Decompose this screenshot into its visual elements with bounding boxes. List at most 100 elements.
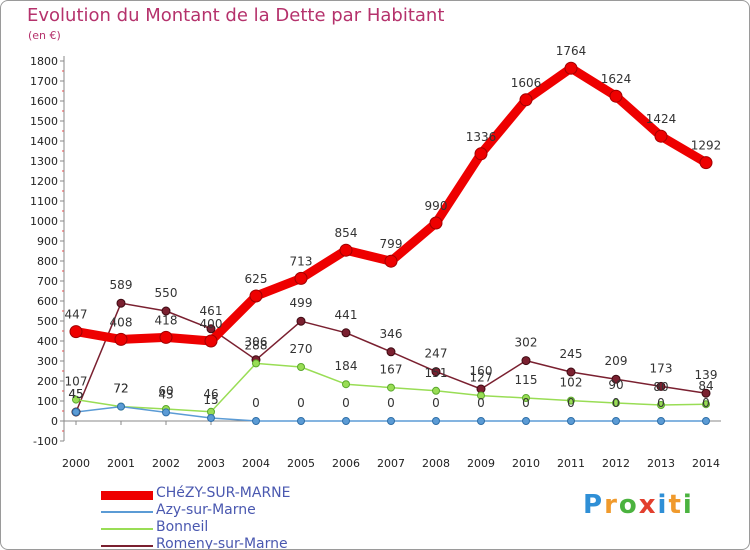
data-label: 151	[425, 366, 448, 380]
data-point	[522, 394, 530, 402]
data-point	[72, 395, 80, 404]
data-point	[114, 332, 128, 346]
data-label: 1292	[691, 139, 722, 153]
data-label: 288	[245, 338, 268, 352]
data-label: 1424	[646, 112, 677, 126]
logo-letter: r	[604, 490, 619, 520]
y-tick-label: -100	[33, 435, 58, 448]
data-point	[339, 243, 353, 257]
data-point	[69, 325, 83, 339]
data-label: 127	[470, 371, 493, 385]
data-point	[477, 417, 485, 425]
data-label: 589	[110, 278, 133, 292]
data-point	[296, 316, 306, 326]
proxiti-logo: Proxiti	[583, 490, 694, 520]
data-point	[342, 417, 350, 425]
data-point	[252, 417, 260, 425]
data-point	[252, 359, 260, 368]
data-label: 160	[470, 364, 493, 378]
data-point	[387, 417, 395, 425]
data-point	[699, 156, 713, 170]
data-point	[432, 386, 440, 395]
data-point	[702, 400, 710, 409]
data-point	[117, 402, 125, 411]
data-label: 461	[200, 304, 223, 318]
y-tick-label: 300	[37, 355, 58, 368]
y-tick-label: 0	[51, 415, 58, 428]
y-tick-label: 900	[37, 235, 58, 248]
y-tick-label: 1800	[30, 55, 58, 68]
data-label: 72	[113, 382, 128, 396]
data-label: 60	[158, 384, 173, 398]
data-label: 0	[252, 396, 260, 410]
data-point	[702, 417, 710, 425]
y-tick-label: 200	[37, 375, 58, 388]
chart-subtitle: (en €)	[28, 29, 61, 42]
data-label: 0	[342, 396, 350, 410]
data-label: 346	[380, 327, 403, 341]
data-label: 713	[290, 254, 313, 268]
legend-label: CHéZY-SUR-MARNE	[156, 485, 291, 501]
y-tick-label: 400	[37, 335, 58, 348]
data-label: 115	[515, 373, 538, 387]
data-label: 499	[290, 296, 313, 310]
data-label: 625	[245, 272, 268, 286]
data-point	[162, 408, 170, 417]
legend-swatch	[101, 545, 153, 547]
x-tick-label: 2000	[62, 457, 90, 470]
data-label: 400	[200, 317, 223, 331]
data-label: 247	[425, 347, 448, 361]
y-tick-label: 1400	[30, 135, 58, 148]
data-point	[657, 417, 665, 425]
data-point	[294, 271, 308, 285]
data-point	[567, 417, 575, 425]
data-label: 102	[560, 376, 583, 390]
legend-label: Romeny-sur-Marne	[156, 536, 288, 550]
logo-letter: o	[618, 490, 639, 520]
logo-letter: x	[638, 490, 658, 520]
data-point	[159, 330, 173, 344]
data-label: 854	[335, 226, 358, 240]
data-label: 173	[650, 361, 673, 375]
data-label: 1606	[511, 76, 542, 90]
y-tick-label: 700	[37, 275, 58, 288]
data-label: 107	[65, 375, 88, 389]
data-point	[564, 61, 578, 75]
data-label: 0	[567, 396, 575, 410]
data-label: 184	[335, 359, 358, 373]
data-label: 0	[657, 396, 665, 410]
data-label: 167	[380, 363, 403, 377]
y-tick-label: 100	[37, 395, 58, 408]
legend-label: Bonneil	[156, 519, 209, 535]
data-label: 245	[560, 347, 583, 361]
data-point	[611, 374, 621, 384]
data-point	[206, 324, 216, 334]
data-label: 45	[68, 387, 83, 401]
data-label: 0	[432, 396, 440, 410]
y-tick-label: 1500	[30, 115, 58, 128]
data-label: 990	[425, 199, 448, 213]
data-label: 45	[68, 387, 83, 401]
data-label: 0	[297, 396, 305, 410]
logo-letter: i	[657, 490, 669, 520]
data-label: 1336	[466, 130, 497, 144]
data-point	[429, 216, 443, 230]
data-point	[522, 417, 530, 425]
data-point	[654, 129, 668, 143]
data-label: 302	[515, 336, 538, 350]
data-point	[297, 417, 305, 425]
x-tick-label: 2007	[377, 457, 405, 470]
data-point	[567, 396, 575, 405]
logo-letter: t	[668, 490, 683, 520]
data-label: 408	[110, 315, 133, 329]
data-point	[204, 334, 218, 348]
logo-letter: P	[583, 490, 605, 520]
x-tick-label: 2013	[647, 457, 675, 470]
data-point	[161, 306, 171, 316]
data-label: 90	[608, 378, 623, 392]
x-tick-label: 2006	[332, 457, 360, 470]
data-point	[519, 93, 533, 107]
x-tick-label: 2002	[152, 457, 180, 470]
data-label: 418	[155, 313, 178, 327]
